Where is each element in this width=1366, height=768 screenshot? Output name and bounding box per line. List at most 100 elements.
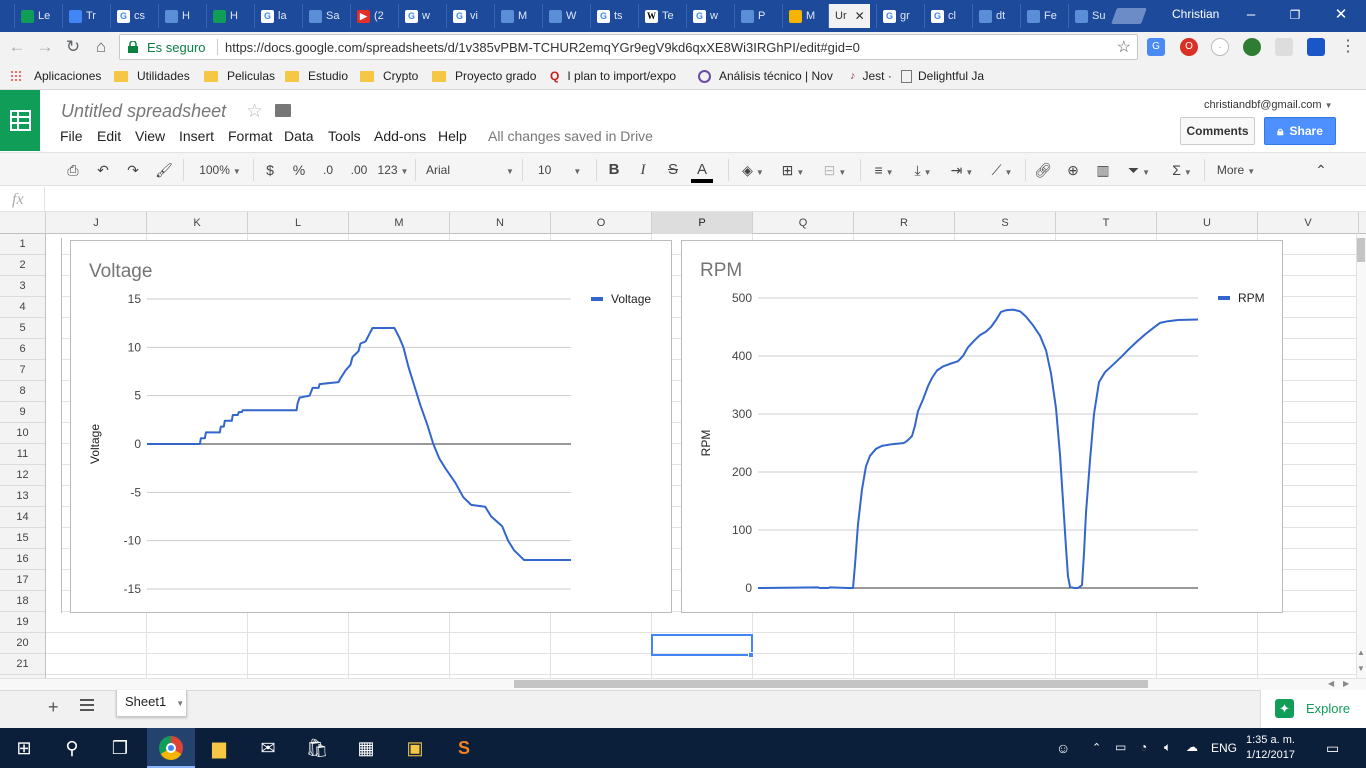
- forward-icon[interactable]: →: [36, 37, 54, 56]
- column-header-u[interactable]: U: [1157, 212, 1258, 234]
- browser-tab[interactable]: H: [158, 4, 198, 28]
- borders-icon[interactable]: ⊞ ▼: [781, 162, 805, 178]
- minimize-icon[interactable]: –: [1246, 6, 1256, 23]
- fill-handle[interactable]: [748, 652, 754, 658]
- bookmark-link[interactable]: Análisis técnico | Nov: [698, 69, 834, 83]
- text-rotate-icon[interactable]: ⟋ ▼: [991, 162, 1013, 178]
- scroll-right-arrow-icon[interactable]: ▶: [1343, 679, 1350, 688]
- bookmark-folder[interactable]: Crypto: [358, 69, 418, 83]
- language-indicator[interactable]: ENG: [1211, 741, 1238, 755]
- show-hidden-icons-icon[interactable]: ⌃: [1092, 742, 1102, 754]
- browser-tab[interactable]: Tr: [62, 4, 102, 28]
- sheet-tab[interactable]: Sheet1 ▼: [116, 690, 187, 717]
- translate-extension-icon[interactable]: G: [1147, 38, 1165, 56]
- row-header-11[interactable]: 11: [0, 444, 45, 465]
- browser-tab[interactable]: W Te: [638, 4, 678, 28]
- close-window-icon[interactable]: ✕: [1334, 6, 1348, 23]
- row-header-19[interactable]: 19: [0, 612, 45, 633]
- row-header-5[interactable]: 5: [0, 318, 45, 339]
- home-icon[interactable]: ⌂: [95, 37, 107, 56]
- row-header-16[interactable]: 16: [0, 549, 45, 570]
- share-button[interactable]: 🔒︎ Share: [1264, 117, 1336, 145]
- menu-help[interactable]: Help: [438, 128, 467, 144]
- browser-tab[interactable]: Su: [1068, 4, 1108, 28]
- browser-tab[interactable]: M: [494, 4, 534, 28]
- row-header-17[interactable]: 17: [0, 570, 45, 591]
- all-sheets-icon[interactable]: [80, 699, 94, 711]
- redo-icon[interactable]: ↷: [127, 162, 139, 178]
- browser-tab[interactable]: Sa: [302, 4, 342, 28]
- number-format-select[interactable]: 123 ▼: [377, 163, 409, 177]
- text-color-button[interactable]: A: [691, 161, 713, 183]
- voltage-chart[interactable]: Voltage Voltage 15 10 5 0 -5 -10 -15 Voltage: [70, 240, 672, 613]
- chrome-icon[interactable]: [147, 728, 195, 768]
- action-center-icon[interactable]: ▭: [1326, 740, 1340, 756]
- account-email[interactable]: christiandbf@gmail.com ▼: [1204, 99, 1333, 111]
- italic-button[interactable]: I: [640, 162, 646, 178]
- column-header-l[interactable]: L: [248, 212, 349, 234]
- media-app-icon[interactable]: ▣: [406, 738, 424, 758]
- extension-icon[interactable]: [1275, 38, 1293, 56]
- insert-link-icon[interactable]: 🔗︎: [1034, 162, 1052, 178]
- onedrive-icon[interactable]: ☁: [1186, 740, 1198, 754]
- text-wrap-icon[interactable]: ⇥ ▼: [950, 162, 974, 178]
- menu-tools[interactable]: Tools: [328, 128, 361, 144]
- folder-icon[interactable]: [275, 104, 291, 117]
- people-icon[interactable]: ☺: [1056, 740, 1071, 756]
- close-tab-icon[interactable]: ✕: [854, 9, 865, 23]
- new-tab-button[interactable]: [1111, 8, 1147, 24]
- task-view-icon[interactable]: ❒: [111, 738, 129, 758]
- column-header-o[interactable]: O: [551, 212, 652, 234]
- column-header-r[interactable]: R: [854, 212, 955, 234]
- bookmark-star-icon[interactable]: ☆: [1116, 39, 1131, 56]
- undo-icon[interactable]: ↶: [97, 162, 109, 178]
- scroll-down-arrow-icon[interactable]: ▼: [1357, 664, 1365, 673]
- decrease-decimal-button[interactable]: .0: [322, 163, 333, 177]
- row-header-18[interactable]: 18: [0, 591, 45, 612]
- restore-icon[interactable]: ❐: [1289, 8, 1301, 22]
- row-header-8[interactable]: 8: [0, 381, 45, 402]
- bold-button[interactable]: B: [608, 161, 620, 178]
- vertical-scroll-thumb[interactable]: [1357, 238, 1365, 262]
- row-header-6[interactable]: 6: [0, 339, 45, 360]
- browser-tab[interactable]: M: [782, 4, 822, 28]
- functions-icon[interactable]: Σ ▼: [1172, 162, 1192, 178]
- scroll-up-arrow-icon[interactable]: ▲: [1357, 648, 1365, 657]
- browser-tab-active[interactable]: Ur ✕: [828, 4, 870, 28]
- menu-view[interactable]: View: [135, 128, 166, 144]
- increase-decimal-button[interactable]: .00: [350, 163, 368, 177]
- sheets-logo-icon[interactable]: [0, 90, 40, 151]
- browser-tab[interactable]: ▶ (2: [350, 4, 390, 28]
- system-clock[interactable]: 1:35 a. m. 1/12/2017: [1246, 733, 1295, 763]
- column-header-s[interactable]: S: [955, 212, 1056, 234]
- fill-color-icon[interactable]: ◈ ▼: [742, 162, 764, 178]
- volume-icon[interactable]: 🔈︎: [1164, 740, 1172, 754]
- menu-data[interactable]: Data: [284, 128, 314, 144]
- insert-comment-icon[interactable]: ⊕: [1067, 162, 1079, 178]
- collapse-toolbar-icon[interactable]: ⌃: [1315, 162, 1327, 178]
- column-header-j[interactable]: J: [46, 212, 147, 234]
- filter-icon[interactable]: ⏷ ▼: [1127, 162, 1151, 178]
- zoom-select[interactable]: 100% ▼: [199, 163, 241, 177]
- row-header-10[interactable]: 10: [0, 423, 45, 444]
- vertical-scrollbar[interactable]: [1356, 234, 1366, 678]
- document-title[interactable]: Untitled spreadsheet: [61, 101, 227, 121]
- scroll-left-arrow-icon[interactable]: ◀: [1328, 679, 1335, 688]
- row-header-3[interactable]: 3: [0, 276, 45, 297]
- profile-name[interactable]: Christian: [1172, 7, 1220, 21]
- insert-chart-icon[interactable]: ▥: [1096, 162, 1110, 178]
- browser-tab[interactable]: Fe: [1020, 4, 1060, 28]
- search-icon[interactable]: ⚲: [65, 738, 79, 758]
- percent-format-button[interactable]: %: [292, 162, 306, 178]
- extension-icon[interactable]: [1243, 38, 1261, 56]
- currency-format-button[interactable]: $: [266, 162, 274, 178]
- menu-edit[interactable]: Edit: [97, 128, 122, 144]
- save-status[interactable]: All changes saved in Drive: [488, 128, 653, 144]
- rpm-chart[interactable]: RPM RPM 500 400 300 200 100 0 RPM: [681, 240, 1283, 613]
